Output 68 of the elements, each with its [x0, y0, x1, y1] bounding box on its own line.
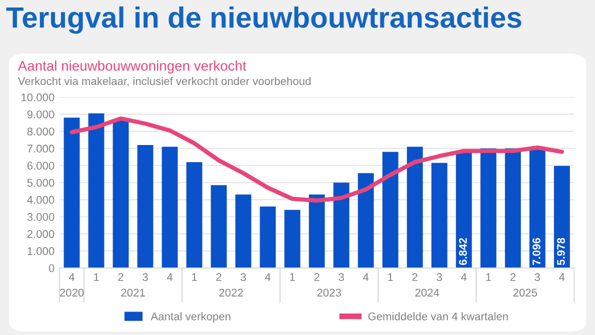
bar [431, 162, 448, 268]
bar [88, 113, 104, 268]
bar [529, 146, 546, 268]
y-tick-label: 8.000 [27, 128, 54, 136]
y-tick-label: 5.000 [27, 178, 54, 187]
x-tick-label: 2 [118, 273, 124, 281]
bar [382, 152, 398, 268]
bar [358, 173, 374, 268]
bar [210, 185, 227, 268]
legend-label: Aantal verkopen [150, 312, 230, 323]
x-tick-label: 4 [559, 273, 565, 281]
bar [162, 146, 178, 268]
chart-subtitle: Aantal nieuwbouwwoningen verkocht [18, 60, 246, 74]
x-tick-label: 1 [94, 273, 99, 281]
x-tick-label: 3 [338, 273, 344, 282]
bar [504, 148, 521, 268]
x-tick-label: 4 [166, 273, 173, 281]
bar [186, 162, 202, 268]
x-tick-label: 4 [461, 273, 467, 281]
y-tick-label: 2.000 [27, 230, 54, 238]
text: 2024 [415, 288, 440, 297]
y-tick-label: 9.000 [27, 110, 54, 118]
x-tick-label: 3 [240, 273, 246, 282]
text: 2023 [317, 288, 341, 297]
bar [112, 119, 129, 268]
bar [137, 144, 154, 268]
y-tick-label: 0 [48, 264, 54, 272]
bar [554, 166, 570, 268]
x-tick-label: 2 [412, 273, 418, 281]
text: 2022 [219, 288, 243, 297]
text: Verkocht via makelaar, inclusief verkocht onder voorbehoud [18, 76, 311, 86]
bar [406, 146, 423, 268]
bar [480, 148, 496, 268]
x-tick-label: 3 [436, 273, 442, 282]
legend-label: Gemiddelde van 4 kwartalen [368, 312, 508, 320]
x-tick-label: 3 [534, 273, 540, 282]
bar [333, 182, 350, 268]
y-tick-label: 4.000 [27, 196, 54, 204]
x-tick-label: 2 [216, 273, 222, 281]
bar [284, 210, 300, 268]
text: 2020 [60, 288, 84, 297]
y-tick-label: 1.000 [28, 247, 54, 256]
x-tick-label: 1 [388, 273, 393, 281]
y-tick-label: 6.000 [27, 162, 54, 170]
y-tick-label: 10.000 [22, 93, 54, 102]
bar [456, 151, 472, 268]
x-tick-label: 4 [264, 273, 271, 281]
y-tick-label: 7.000 [27, 144, 54, 153]
text: 2025 [513, 288, 538, 297]
x-tick-label: 4 [68, 273, 75, 281]
line-series [70, 116, 564, 203]
bar [308, 194, 325, 268]
x-tick-label: 4 [363, 273, 369, 281]
x-tick-label: 1 [486, 273, 491, 281]
x-tick-label: 2 [510, 273, 516, 281]
bar [235, 194, 252, 268]
bar [64, 118, 80, 268]
data-label: 6.842 [459, 238, 467, 266]
bar [260, 206, 276, 268]
x-tick-label: 1 [290, 273, 295, 281]
chart-title: Terugval in de nieuwbouwtransacties [6, 6, 522, 34]
x-tick-label: 1 [192, 273, 197, 281]
x-tick-label: 2 [314, 273, 320, 281]
data-label: 7.096 [532, 238, 540, 265]
data-label: 5.978 [557, 238, 565, 266]
y-tick-label: 3.000 [27, 213, 54, 221]
x-tick-label: 3 [142, 273, 148, 282]
text: 2021 [121, 288, 145, 297]
